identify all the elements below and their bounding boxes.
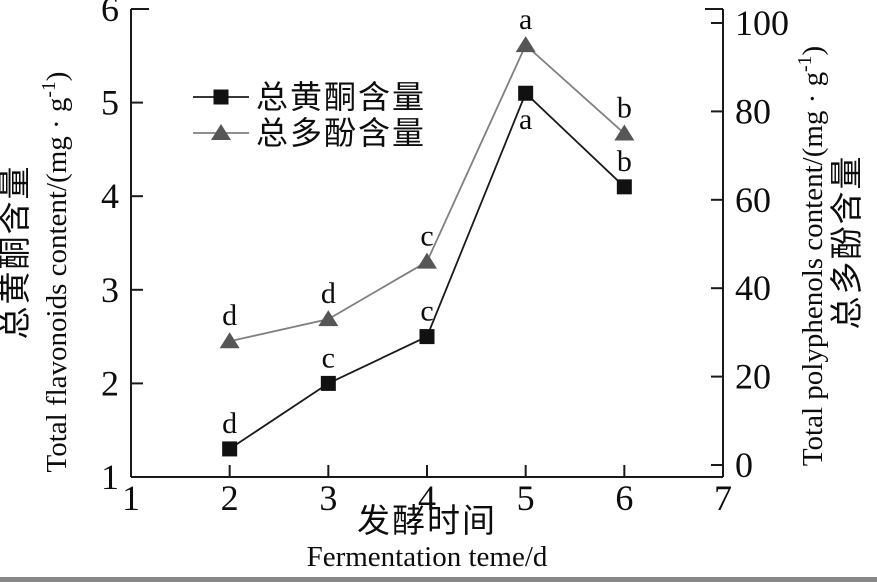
- point-significance-label: b: [617, 145, 632, 178]
- point-significance-label: c: [420, 220, 433, 253]
- x-tick-label: 7: [714, 478, 732, 518]
- data-point-marker: [518, 85, 534, 101]
- point-significance-label: d: [222, 299, 237, 332]
- legend-item: 总黄酮含量: [193, 79, 426, 115]
- y-left-tick-label: 5: [101, 83, 119, 123]
- x-tick-label: 6: [615, 478, 633, 518]
- x-tick-label: 5: [517, 478, 535, 518]
- data-point-marker: [219, 332, 240, 349]
- y-right-tick-label: 0: [735, 445, 753, 485]
- point-significance-label: c: [322, 341, 335, 374]
- point-significance-label: b: [617, 92, 632, 125]
- point-significance-label: d: [321, 277, 336, 310]
- point-significance-label: c: [420, 295, 433, 328]
- legend-triangle-marker: [211, 124, 231, 140]
- y-left-tick-label: 2: [101, 363, 119, 403]
- x-tick-label: 4: [418, 478, 436, 518]
- y-right-tick-label: 20: [735, 357, 771, 397]
- x-tick-label: 1: [122, 478, 140, 518]
- legend-item: 总多酚含量: [193, 115, 426, 151]
- x-axis-title-en: Fermentation teme/d: [307, 541, 548, 573]
- point-significance-label: a: [519, 103, 532, 136]
- legend-square-marker: [213, 89, 229, 105]
- y-right-tick-label: 80: [735, 91, 771, 131]
- y-left-tick-label: 6: [101, 0, 119, 29]
- legend-item-label: 总黄酮含量: [256, 79, 426, 115]
- y-left-tick-label: 4: [101, 176, 119, 216]
- y-left-tick-label: 3: [101, 270, 119, 310]
- y-right-axis-title-en: Total polyphenols content/(mg · g-1): [794, 46, 829, 466]
- y-left-tick-label: 1: [101, 457, 119, 497]
- data-point-marker: [419, 329, 435, 345]
- y-left-axis-title-en: Total flavonoids content/(mg · g-1): [38, 72, 73, 473]
- data-point-marker: [222, 441, 238, 457]
- series-polyphenols: d d c a b: [219, 3, 635, 349]
- y-left-axis-title-zh: 总黄酮含量: [0, 165, 34, 340]
- y-right-tick-label: 60: [735, 180, 771, 220]
- y-right-tick-label: 100: [735, 3, 789, 43]
- point-significance-label: d: [222, 407, 237, 440]
- legend-item-label: 总多酚含量: [256, 115, 426, 151]
- x-tick-label: 3: [319, 478, 337, 518]
- y-right-tick-label: 40: [735, 268, 771, 308]
- x-axis-title-zh: 发酵时间: [357, 503, 497, 540]
- data-point-marker: [320, 375, 336, 391]
- y-right-axis-title-zh: 总多酚含量: [829, 155, 866, 330]
- data-point-marker: [318, 310, 339, 327]
- data-point-marker: [616, 179, 632, 195]
- data-point-marker: [614, 124, 635, 141]
- data-point-marker: [515, 36, 536, 53]
- point-significance-label: a: [519, 3, 532, 36]
- data-point-marker: [417, 252, 437, 269]
- x-tick-label: 2: [221, 478, 239, 518]
